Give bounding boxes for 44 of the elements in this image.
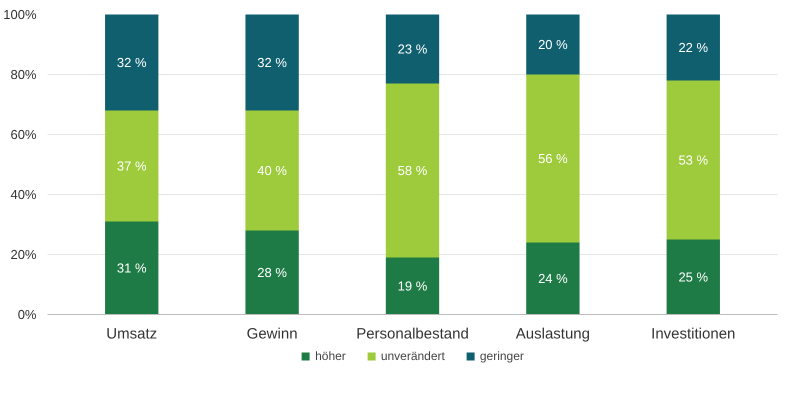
x-tick-label: Investitionen <box>651 326 736 342</box>
data-label: 32 % <box>116 55 147 70</box>
y-tick-label: 100% <box>3 7 37 22</box>
legend-label: höher <box>315 349 346 363</box>
data-label: 32 % <box>257 55 288 70</box>
x-tick-label: Umsatz <box>106 326 158 342</box>
data-label: 31 % <box>116 260 147 276</box>
data-label: 53 % <box>678 152 709 168</box>
legend-label: unverändert <box>380 349 445 363</box>
bar <box>666 80 720 240</box>
bar <box>666 240 720 314</box>
data-label: 19 % <box>398 278 428 294</box>
bar <box>386 258 440 314</box>
bar <box>666 14 720 80</box>
data-label: 37 % <box>116 158 147 174</box>
data-label: 22 % <box>678 40 709 55</box>
bar <box>245 230 299 314</box>
x-tick-label: Personalbestand <box>356 326 469 342</box>
x-tick-label: Auslastung <box>516 326 590 342</box>
data-label: 23 % <box>398 42 428 56</box>
bar <box>526 242 580 314</box>
bar <box>526 14 580 74</box>
data-label: 20 % <box>538 37 568 52</box>
bar <box>105 110 158 222</box>
data-label: 58 % <box>398 163 428 178</box>
bar <box>245 110 299 230</box>
y-tick-label: 60% <box>10 127 37 142</box>
y-tick-label: 80% <box>10 67 37 82</box>
bar <box>526 74 580 242</box>
bar <box>105 222 158 314</box>
y-tick-label: 0% <box>18 307 37 322</box>
bar <box>245 14 299 110</box>
data-label: 56 % <box>538 151 568 166</box>
data-label: 24 % <box>538 271 568 286</box>
data-label: 28 % <box>257 265 288 280</box>
data-label: 40 % <box>257 163 288 178</box>
y-tick-label: 20% <box>10 247 37 262</box>
data-label: 25 % <box>678 270 709 284</box>
legend-label: geringer <box>480 349 524 363</box>
bar <box>386 14 440 84</box>
x-tick-label: Gewinn <box>246 326 298 342</box>
bar <box>105 14 158 110</box>
bar <box>386 84 440 258</box>
y-tick-label: 40% <box>10 187 37 202</box>
